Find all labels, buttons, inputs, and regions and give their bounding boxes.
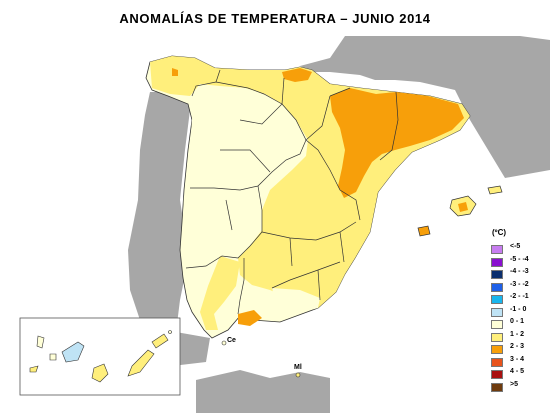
- legend-item: >5: [488, 380, 550, 392]
- legend-item: -5 - -4: [488, 255, 550, 267]
- legend-swatch: [491, 270, 503, 279]
- canary-inset-frame: [19, 317, 181, 396]
- menorca: [487, 185, 503, 195]
- legend-label: 4 - 5: [510, 368, 525, 375]
- portugal-land: [128, 92, 210, 366]
- legend-label: -5 - -4: [510, 255, 529, 263]
- legend-label: 3 - 4: [510, 355, 525, 363]
- lanzarote: [151, 333, 169, 349]
- legend-swatch: [491, 332, 503, 342]
- legend-item: 3 - 4: [488, 355, 550, 367]
- legend-item: -4 - -3: [488, 268, 550, 279]
- gran-canaria: [91, 363, 109, 383]
- legend-label: -2 - -1: [510, 293, 529, 300]
- legend-swatch: [491, 382, 503, 392]
- legend-item: -3 - -2: [488, 280, 550, 292]
- legend-item: 4 - 5: [488, 368, 550, 379]
- tenerife: [61, 341, 85, 363]
- zone-2-3-aragon-catalonia: [330, 88, 464, 198]
- zone-2-3-malaga: [238, 310, 262, 326]
- zone-0-1-center: [190, 86, 306, 190]
- legend-unit: (ºC): [492, 228, 507, 237]
- legend-swatch: [491, 245, 503, 254]
- canary-islands: [29, 330, 172, 383]
- legend-label: -3 - -2: [510, 280, 529, 288]
- legend-swatch: [491, 282, 503, 292]
- fuerteventura: [127, 349, 155, 377]
- map-title: ANOMALÍAS DE TEMPERATURA – JUNIO 2014: [119, 11, 431, 26]
- melilla-label: Ml: [294, 364, 302, 371]
- zone-0-1-south: [272, 288, 320, 314]
- legend-item: 1 - 2: [488, 330, 550, 342]
- legend-swatch: [491, 320, 503, 329]
- zone-1-2-southwest: [200, 256, 240, 330]
- legend-item: -2 - -1: [488, 293, 550, 304]
- legend-swatch: [491, 307, 503, 317]
- legend-item: 2 - 3: [488, 343, 550, 354]
- mallorca-hotspot: [458, 202, 468, 212]
- legend-label: -1 - 0: [510, 305, 527, 313]
- legend-swatch: [491, 295, 503, 304]
- zone-2-3-basque: [282, 68, 312, 82]
- legend-swatch: [491, 357, 503, 367]
- legend-swatch: [491, 257, 503, 267]
- la-palma: [36, 335, 45, 349]
- legend-item: 0 - 1: [488, 318, 550, 329]
- legend-swatch: [491, 345, 503, 354]
- legend-swatch: [491, 370, 503, 379]
- france-land: [300, 36, 550, 178]
- la-gomera: [49, 353, 57, 361]
- zone-0-1-west: [182, 192, 238, 280]
- legend-label: 1 - 2: [510, 330, 525, 338]
- zone-2-3-galicia-spot: [172, 68, 178, 76]
- africa-land: [196, 370, 330, 413]
- legend-item: -1 - 0: [488, 305, 550, 317]
- legend-item: <-5: [488, 243, 550, 254]
- ceuta-marker: [221, 340, 227, 346]
- region-borders: [185, 69, 399, 315]
- legend-label: -4 - -3: [510, 268, 529, 275]
- legend-label: >5: [510, 380, 518, 388]
- legend-label: 0 - 1: [510, 318, 525, 325]
- ibiza: [417, 225, 431, 237]
- legend-label: <-5: [510, 243, 521, 250]
- la-graciosa: [168, 330, 172, 334]
- el-hierro: [29, 365, 39, 373]
- ceuta-label: Ce: [227, 337, 236, 344]
- legend-label: 2 - 3: [510, 343, 525, 350]
- melilla-marker: [295, 372, 301, 378]
